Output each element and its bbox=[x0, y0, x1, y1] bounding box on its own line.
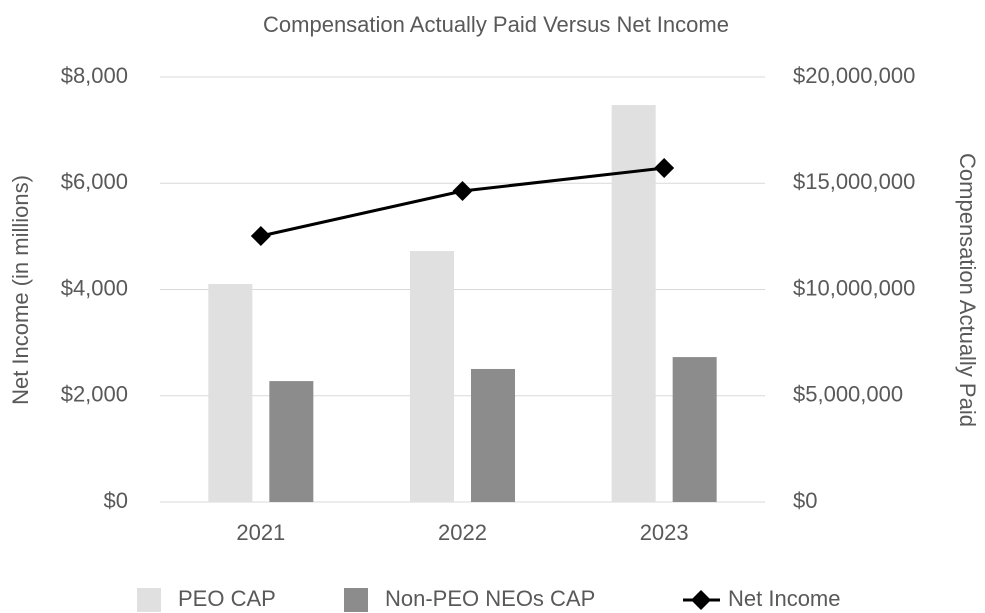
y-tick-label: $6,000 bbox=[61, 169, 128, 194]
y-tick-label: $8,000 bbox=[61, 63, 128, 88]
x-tick-label: 2022 bbox=[438, 520, 487, 545]
legend-label: PEO CAP bbox=[178, 586, 276, 611]
y2-tick-label: $0 bbox=[793, 488, 817, 513]
y-tick-label: $2,000 bbox=[61, 382, 128, 407]
y-tick-label: $4,000 bbox=[61, 275, 128, 300]
bar bbox=[672, 357, 717, 502]
legend-swatch bbox=[344, 588, 368, 612]
y2-tick-label: $20,000,000 bbox=[793, 63, 915, 88]
legend-swatch bbox=[691, 590, 711, 610]
bar bbox=[208, 283, 253, 502]
line-marker bbox=[250, 226, 271, 247]
y2-axis-title: Compensation Actually Paid bbox=[955, 153, 980, 427]
bar bbox=[471, 368, 515, 502]
x-tick-label: 2021 bbox=[236, 520, 285, 545]
legend-label: Net Income bbox=[728, 586, 841, 611]
line bbox=[260, 166, 665, 238]
chart-title: Compensation Actually Paid Versus Net In… bbox=[263, 12, 729, 37]
bar bbox=[410, 251, 454, 502]
line-marker bbox=[654, 158, 675, 179]
y-tick-label: $0 bbox=[104, 488, 128, 513]
y2-tick-label: $5,000,000 bbox=[793, 382, 903, 407]
legend-swatch bbox=[137, 588, 161, 612]
y2-tick-label: $10,000,000 bbox=[793, 275, 915, 300]
y-axis-title: Net Income (in millions) bbox=[8, 175, 33, 405]
bar bbox=[269, 381, 314, 502]
bar bbox=[611, 105, 656, 503]
x-tick-label: 2023 bbox=[640, 520, 689, 545]
line-marker bbox=[452, 181, 473, 202]
y2-tick-label: $15,000,000 bbox=[793, 169, 915, 194]
legend-label: Non-PEO NEOs CAP bbox=[385, 586, 595, 611]
